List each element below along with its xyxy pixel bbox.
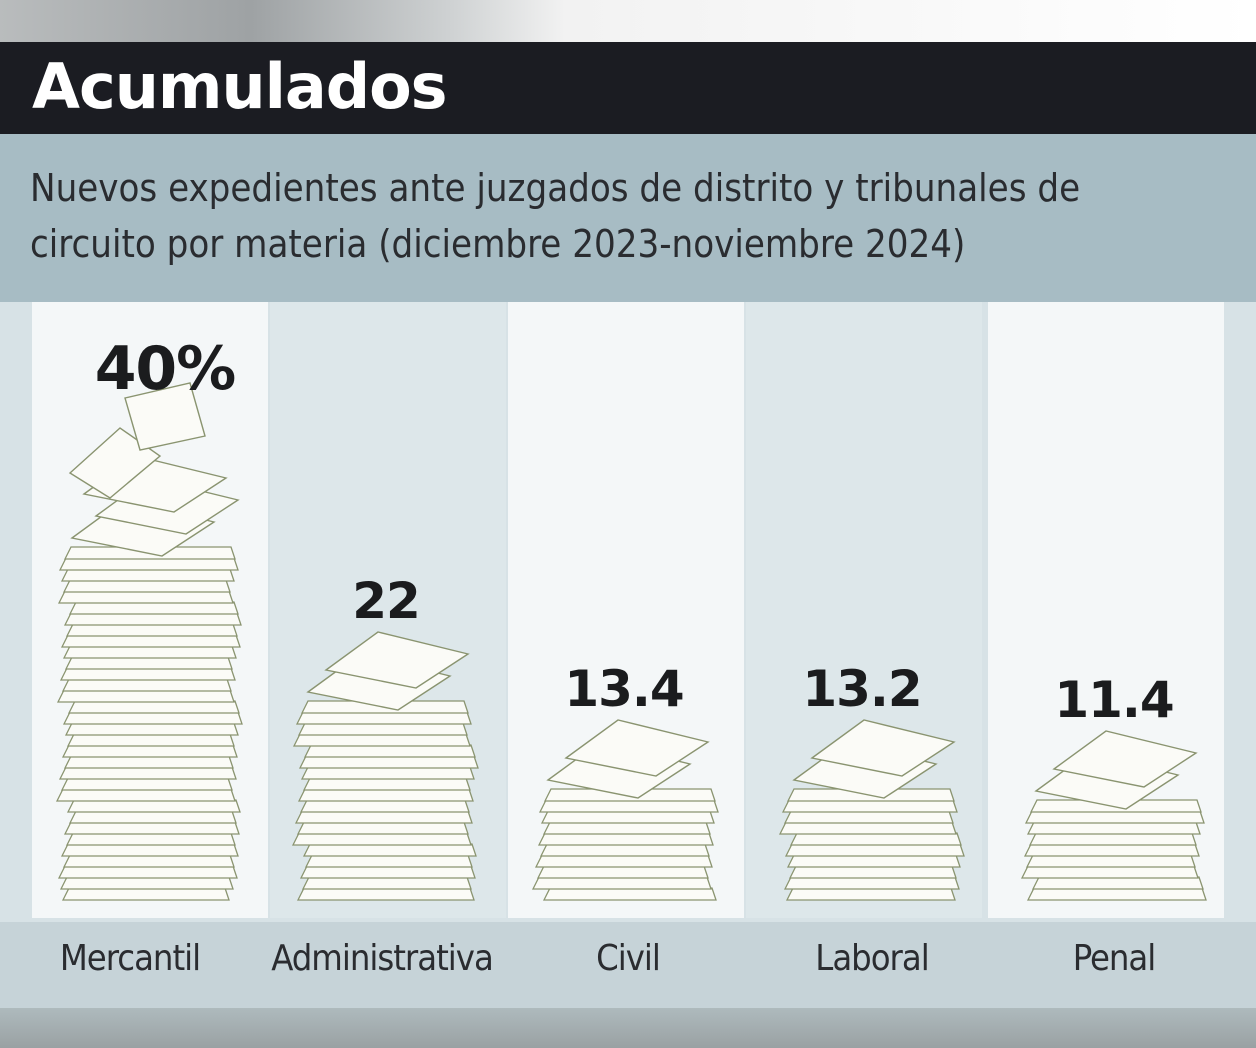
column-laboral: [746, 302, 982, 918]
category-label-administrativa: Administrativa: [271, 938, 494, 979]
chart-subtitle: Nuevos expedientes ante juzgados de dist…: [30, 166, 1081, 266]
data-label-civil: 13.4: [564, 660, 684, 718]
category-label-civil: Civil: [596, 938, 661, 979]
category-label-penal: Penal: [1072, 938, 1157, 979]
bottom-blur-strip: [0, 1008, 1256, 1048]
title-band: [0, 42, 1256, 134]
data-label-penal: 11.4: [1054, 671, 1174, 729]
top-blur-strip: [0, 0, 1256, 42]
category-label-laboral: Laboral: [815, 938, 929, 979]
column-civil: [508, 302, 744, 918]
data-label-administrativa: 22: [352, 572, 421, 630]
data-label-laboral: 13.2: [802, 660, 922, 718]
subtitle-band: [0, 134, 1256, 302]
category-label-mercantil: Mercantil: [59, 938, 201, 979]
category-label-band: [0, 922, 1256, 1012]
page-title: Acumulados: [32, 50, 448, 123]
column-penal: [988, 302, 1224, 918]
data-label-mercantil: 40%: [94, 334, 237, 404]
